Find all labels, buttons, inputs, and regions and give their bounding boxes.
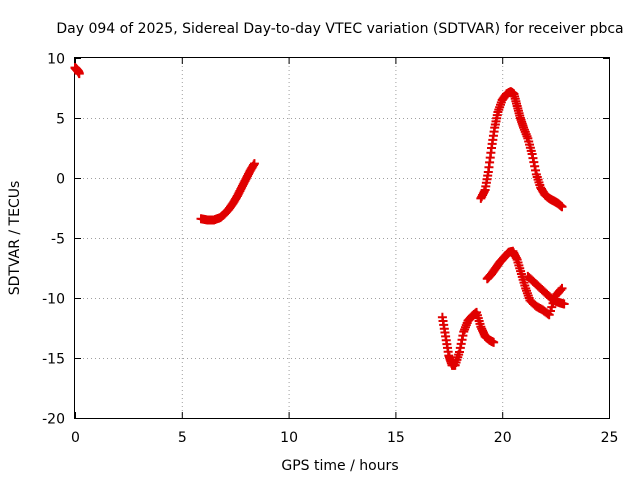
y-tick-label: 10 bbox=[47, 52, 65, 68]
chart-title: Day 094 of 2025, Sidereal Day-to-day VTE… bbox=[56, 21, 623, 37]
data-series bbox=[523, 271, 569, 309]
x-tick-label: 15 bbox=[387, 430, 405, 446]
data-point-marker bbox=[249, 159, 259, 169]
x-tick-label: 20 bbox=[494, 430, 512, 446]
data-point-marker bbox=[489, 337, 499, 347]
data-series bbox=[196, 159, 259, 225]
x-tick-label: 10 bbox=[280, 430, 298, 446]
grid bbox=[75, 58, 609, 418]
y-tick-label: 5 bbox=[56, 112, 65, 128]
data-point-marker bbox=[557, 283, 567, 293]
data-point-marker bbox=[557, 202, 567, 212]
y-tick-label: 0 bbox=[56, 172, 65, 188]
data-point-marker bbox=[544, 310, 554, 320]
data-point-marker bbox=[547, 302, 557, 312]
data-series bbox=[70, 63, 84, 79]
data-point-marker bbox=[74, 69, 84, 79]
y-tick-label: -15 bbox=[42, 352, 65, 368]
data-series bbox=[437, 307, 499, 370]
plot-frame bbox=[74, 57, 610, 419]
data-marks bbox=[70, 63, 569, 370]
data-point-marker bbox=[545, 306, 555, 316]
x-tick-label: 25 bbox=[601, 430, 619, 446]
y-tick-label: -20 bbox=[42, 412, 65, 428]
x-tick-label: 0 bbox=[71, 430, 80, 446]
y-tick-label: -10 bbox=[42, 292, 65, 308]
data-point-marker bbox=[559, 299, 569, 309]
data-series bbox=[476, 87, 567, 212]
tick-labels: 0 5 10 15 20 25 -20 -15 -10 -5 0 5 10 bbox=[42, 52, 618, 447]
y-tick-label: -5 bbox=[51, 232, 65, 248]
y-axis-label: SDTVAR / TECUs bbox=[7, 181, 23, 296]
data-series bbox=[482, 246, 567, 320]
axis-ticks bbox=[75, 58, 610, 419]
x-tick-label: 5 bbox=[178, 430, 187, 446]
x-axis-label: GPS time / hours bbox=[281, 458, 398, 474]
